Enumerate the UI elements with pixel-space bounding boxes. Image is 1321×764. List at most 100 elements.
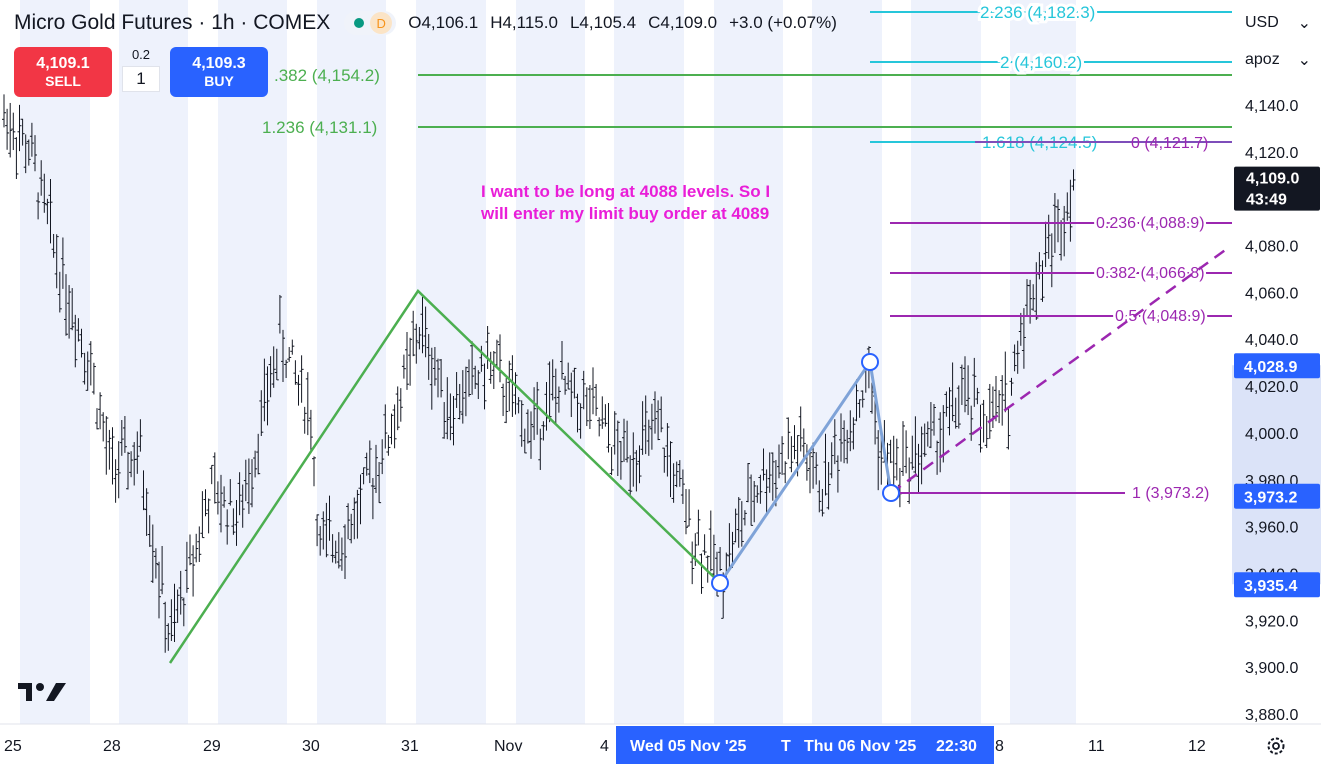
time-range-end-time: 22:30 bbox=[936, 738, 977, 755]
price-axis: 4,140.0 4,120.0 4,080.0 4,060.0 4,040.0 4,020… bbox=[1234, 98, 1320, 724]
ohlc-bar bbox=[45, 198, 50, 225]
drawing-anchor-handle[interactable] bbox=[711, 574, 729, 592]
ohlc-bar bbox=[299, 355, 304, 403]
drawing-anchor-handle[interactable] bbox=[861, 353, 879, 371]
ohlc-bar bbox=[631, 432, 636, 487]
ohlc-bar bbox=[23, 134, 28, 174]
ohlc-bar bbox=[1068, 179, 1073, 242]
drawing-anchor-handle[interactable] bbox=[882, 484, 900, 502]
ohlc-bar bbox=[293, 360, 298, 385]
ohlc-bar bbox=[321, 511, 326, 550]
dashed-trend-line[interactable] bbox=[890, 246, 1229, 495]
ohlc-bar bbox=[206, 498, 211, 534]
fib-purple-label: 0.236 (4,088.9) bbox=[1096, 215, 1205, 232]
ohlc-bar bbox=[374, 444, 378, 493]
ohlc-bar bbox=[842, 420, 847, 464]
ohlc-bar bbox=[981, 399, 986, 443]
ohlc-bar bbox=[932, 403, 936, 436]
ohlc-bar bbox=[566, 362, 571, 390]
currency-value: USD bbox=[1245, 14, 1279, 31]
sell-button[interactable]: 4,109.1 SELL bbox=[14, 47, 112, 97]
fib-purple-label: 1 (3,973.2) bbox=[1132, 485, 1209, 502]
unit-select[interactable]: apoz ⌄ bbox=[1235, 43, 1321, 77]
ohlc-low: L4,105.4 bbox=[569, 13, 637, 32]
market-status[interactable]: D bbox=[344, 11, 397, 35]
time-axis: 25 28 29 30 31 Nov 4 8 11 12 Wed 05 Nov '25 T Thu 06… bbox=[0, 723, 1321, 764]
ohlc-bar bbox=[1034, 262, 1039, 320]
ohlc-bar bbox=[138, 419, 143, 452]
ohlc-bar bbox=[770, 452, 775, 501]
ohlc-bar bbox=[392, 404, 397, 449]
ohlc-bar bbox=[457, 383, 462, 420]
ohlc-bar bbox=[649, 403, 654, 450]
time-range-highlight[interactable]: Wed 05 Nov '25 T Thu 06 Nov '25 22:30 bbox=[616, 726, 994, 764]
ohlc-bar bbox=[1021, 308, 1026, 369]
session-band bbox=[516, 0, 585, 724]
market-open-dot-icon bbox=[354, 18, 365, 28]
price-tag-low[interactable]: 3,935.4 bbox=[1234, 572, 1320, 598]
quantity-input[interactable]: 1 bbox=[122, 66, 160, 92]
ohlc-bar bbox=[76, 318, 81, 342]
ohlc-bar bbox=[11, 112, 16, 151]
ohlc-bar bbox=[250, 459, 254, 508]
ohlc-bar bbox=[476, 370, 481, 400]
ohlc-open: O4,106.1 bbox=[408, 13, 479, 32]
ohlc-bar bbox=[513, 372, 518, 415]
ohlc-bar bbox=[246, 458, 251, 514]
ohlc-bar bbox=[153, 548, 158, 579]
settings-gear-icon[interactable] bbox=[1264, 734, 1288, 758]
ohlc-bar bbox=[253, 450, 258, 478]
ohlc-bar bbox=[516, 397, 521, 414]
ohlc-bar bbox=[166, 623, 171, 651]
symbol-title[interactable]: Micro Gold Futures · 1h · COMEX bbox=[14, 11, 331, 34]
ohlc-bar bbox=[783, 461, 788, 484]
ohlc-bar bbox=[163, 601, 168, 653]
time-axis-label: 28 bbox=[103, 738, 121, 755]
ohlc-bar bbox=[969, 405, 974, 441]
time-axis-label: 31 bbox=[401, 738, 419, 755]
price-axis-tick: 4,000.0 bbox=[1245, 426, 1298, 443]
ohlc-bar bbox=[29, 122, 34, 157]
tradingview-logo-icon[interactable] bbox=[18, 680, 66, 704]
buy-price: 4,109.3 bbox=[192, 55, 246, 72]
ohlc-bar bbox=[972, 357, 977, 407]
ohlc-bar bbox=[643, 395, 648, 455]
currency-select[interactable]: USD ⌄ bbox=[1235, 6, 1321, 40]
price-axis-tick: 3,960.0 bbox=[1245, 520, 1298, 537]
ohlc-bar bbox=[423, 306, 428, 358]
ohlc-bar bbox=[308, 409, 313, 452]
ohlc-bar bbox=[966, 365, 971, 416]
ohlc-bar bbox=[436, 358, 440, 398]
price-axis-tick: 3,900.0 bbox=[1245, 660, 1298, 677]
session-band bbox=[416, 0, 486, 724]
ohlc-bar bbox=[684, 488, 688, 535]
price-tag-high[interactable]: 4,028.9 bbox=[1234, 353, 1320, 379]
ohlc-bar bbox=[91, 362, 96, 395]
ohlc-bar bbox=[414, 323, 419, 364]
ohlc-bar bbox=[181, 597, 186, 627]
ohlc-bar bbox=[491, 350, 496, 390]
time-axis-label: 4 bbox=[600, 738, 609, 755]
current-price-tag[interactable]: 4,109.0 43:49 bbox=[1234, 166, 1320, 211]
ohlc-bar bbox=[426, 334, 431, 380]
ohlc-bar bbox=[854, 379, 859, 422]
ohlc-bar bbox=[746, 463, 750, 503]
ohlc-bar bbox=[820, 488, 825, 517]
ohlc-bar bbox=[876, 430, 881, 491]
green-zigzag-drawing[interactable] bbox=[168, 289, 721, 664]
ohlc-bar bbox=[522, 428, 527, 454]
ohlc-bar bbox=[615, 420, 620, 476]
ohlc-bar bbox=[405, 331, 409, 390]
ohlc-bar bbox=[851, 417, 856, 450]
buy-button[interactable]: 4,109.3 BUY bbox=[170, 47, 268, 97]
ohlc-bar bbox=[826, 462, 831, 510]
fib-green-label: 1.236 (4,131.1) bbox=[262, 118, 377, 137]
ohlc-bar bbox=[228, 479, 233, 506]
ohlc-bar bbox=[67, 285, 72, 339]
ohlc-bar bbox=[36, 192, 41, 220]
price-tag-mid[interactable]: 3,973.2 bbox=[1234, 483, 1320, 509]
ohlc-bar bbox=[612, 411, 617, 455]
ohlc-bar bbox=[625, 420, 630, 463]
ohlc-bar bbox=[104, 416, 109, 475]
